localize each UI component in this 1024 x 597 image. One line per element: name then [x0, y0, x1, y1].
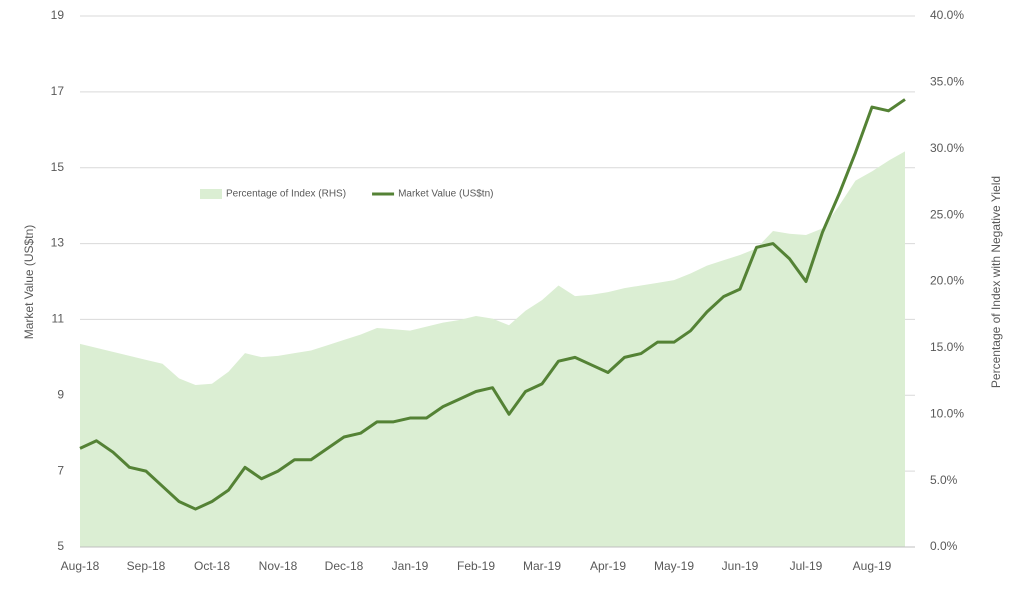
x-tick-label: Feb-19	[457, 559, 495, 573]
y-tick-label: 15	[51, 160, 65, 174]
y2-tick-label: 30.0%	[930, 141, 964, 155]
y2-tick-label: 35.0%	[930, 75, 964, 89]
x-tick-label: Mar-19	[523, 559, 561, 573]
y2-tick-label: 40.0%	[930, 8, 964, 22]
line	[79, 98, 906, 511]
y-tick-label: 7	[57, 463, 64, 477]
y-tick-label: 17	[51, 84, 65, 98]
x-tick-label: Jun-19	[722, 559, 759, 573]
y-tick-label: 19	[51, 8, 65, 22]
y-tick-label: 11	[52, 312, 65, 326]
x-tick-label: Aug-18	[61, 559, 100, 573]
y2-tick-label: 20.0%	[930, 274, 964, 288]
y2-tick-label: 0.0%	[930, 539, 958, 553]
y-tick-label: 9	[57, 387, 64, 401]
plot	[79, 98, 906, 547]
y2-tick-label: 15.0%	[930, 340, 964, 354]
x-tick-label: Sep-18	[127, 559, 166, 573]
legend-swatch	[200, 189, 222, 199]
y2-tick-label: 10.0%	[930, 406, 964, 420]
y2-tick-label: 25.0%	[930, 207, 964, 221]
x-tick-label: Apr-19	[590, 559, 626, 573]
y-tick-label: 13	[51, 236, 65, 250]
legend-label: Percentage of Index (RHS)	[226, 189, 346, 200]
x-tick-label: Jan-19	[392, 559, 429, 573]
area	[80, 151, 905, 547]
y2-tick-label: 5.0%	[930, 473, 958, 487]
y-tick-label: 5	[57, 539, 64, 553]
legend-label: Market Value (US$tn)	[398, 189, 493, 200]
x-tick-label: Dec-18	[325, 559, 364, 573]
x-tick-label: Oct-18	[194, 559, 230, 573]
y-axis-label: Market Value (US$tn)	[22, 225, 36, 340]
x-tick-label: Jul-19	[790, 559, 823, 573]
y2-axis-label: Percentage of Index with Negative Yield	[989, 176, 1003, 388]
x-tick-label: May-19	[654, 559, 694, 573]
x-tick-label: Aug-19	[853, 559, 892, 573]
x-tick-label: Nov-18	[259, 559, 298, 573]
